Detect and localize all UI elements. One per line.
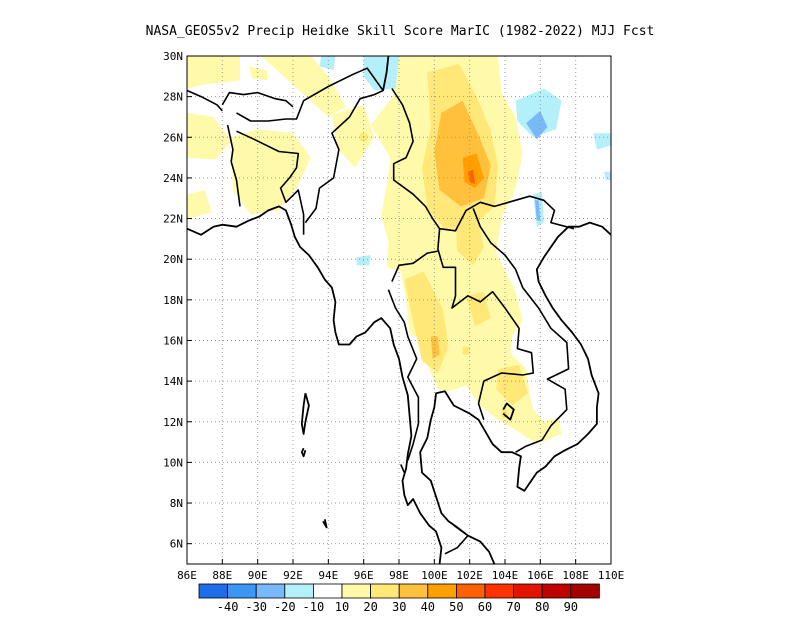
score-region-21 [526,110,548,140]
score-region-22 [593,133,611,150]
lon-tick-label: 108E [562,569,589,582]
score-region-5 [331,104,375,168]
lat-tick-label: 26N [163,131,183,144]
colorbar-swatch [227,583,257,599]
colorbar-label: -40 [217,600,239,614]
score-region-26 [603,171,611,180]
colorbar-swatch [312,583,343,599]
score-region-17 [319,56,336,71]
colorbar-label: -20 [274,600,296,614]
lon-tick-label: 104E [492,569,519,582]
coast-line [419,221,611,564]
lon-tick-label: 106E [527,569,554,582]
colorbar-swatch [341,583,372,599]
border-line [236,130,305,235]
border-line [444,524,469,555]
colorbar-swatch [484,583,515,599]
border-line [221,91,294,108]
score-region-0 [187,56,240,89]
lat-tick-label: 14N [163,375,183,388]
score-region-19 [363,56,399,91]
colorbar-label: -10 [303,600,325,614]
lat-tick-label: 22N [163,213,183,226]
lon-tick-label: 100E [421,569,448,582]
lat-tick-label: 16N [163,334,183,347]
colorbar-swatch [455,583,486,599]
score-region-3 [231,129,311,215]
skill-score-field [187,56,611,445]
colorbar-label: 90 [564,600,578,614]
border-line [226,124,241,207]
colorbar-label: 30 [392,600,406,614]
lat-tick-label: 10N [163,456,183,469]
colorbar-label: 60 [478,600,492,614]
lon-tick-label: 98E [389,569,409,582]
score-region-24 [535,200,541,221]
colorbar-label: 80 [535,600,549,614]
lon-tick-label: 86E [177,569,197,582]
colorbar-label: -30 [245,600,267,614]
score-region-16 [430,336,440,359]
lon-tick-label: 88E [212,569,232,582]
colorbar-swatch [370,583,400,599]
lon-tick-label: 96E [354,569,374,582]
coast-line [502,402,515,421]
colorbar-label: 40 [421,600,435,614]
colorbar-label: 10 [335,600,349,614]
coast-line [382,56,390,91]
score-region-11 [466,291,491,327]
colorbar: -40 -30 -20 -10 10 20 30 40 50 60 70 80 90 [198,583,600,614]
colorbar-swatch [255,583,286,599]
score-region-29 [462,346,470,355]
lon-tick-label: 90E [248,569,268,582]
coast-line [187,205,443,564]
border-line [187,89,223,112]
lon-tick-label: 92E [283,569,303,582]
lat-tick-label: 18N [163,294,183,307]
coastlines [187,56,611,564]
score-region-4 [261,56,346,117]
colorbar-swatch [398,583,429,599]
colorbar-label: 20 [363,600,377,614]
lat-tick-label: 28N [163,91,183,104]
score-region-10 [455,214,484,266]
colorbar-label: 50 [449,600,463,614]
lat-tick-label: 6N [170,538,183,551]
colorbar-swatch [541,583,572,599]
latitude-tick-labels: 30N 28N 26N 24N 22N 20N 18N 16N 14N 12N 10N 8N 6N [163,50,192,551]
border-line [391,250,439,282]
lon-tick-label: 110E [598,569,625,582]
colorbar-swatch [284,583,314,599]
coast-line [322,519,328,529]
border-line [387,289,420,461]
lat-tick-label: 8N [170,497,183,510]
score-region-27 [248,66,269,81]
lon-tick-label: 102E [456,569,483,582]
colorbar-swatch [198,583,229,599]
lat-tick-label: 30N [163,50,183,63]
lat-tick-label: 20N [163,253,183,266]
border-line [400,464,406,473]
longitude-tick-labels: 86E 88E 90E 92E 94E 96E 98E 100E 102E 104E 106E 108… [177,559,624,582]
border-line [472,208,570,453]
score-region-1 [187,112,232,160]
colorbar-swatch [427,583,457,599]
coast-line [300,393,310,435]
colorbar-label: 70 [506,600,520,614]
colorbar-swatch [513,583,543,599]
coast-line [300,447,307,458]
colorbar-swatch [570,583,600,599]
lat-tick-label: 24N [163,172,183,185]
lon-tick-label: 94E [318,569,338,582]
map-title: NASA_GEOS5v2 Precip Heidke Skill Score M… [146,24,655,39]
border-line [437,228,535,420]
score-region-2 [187,190,212,219]
lat-tick-label: 12N [163,416,183,429]
